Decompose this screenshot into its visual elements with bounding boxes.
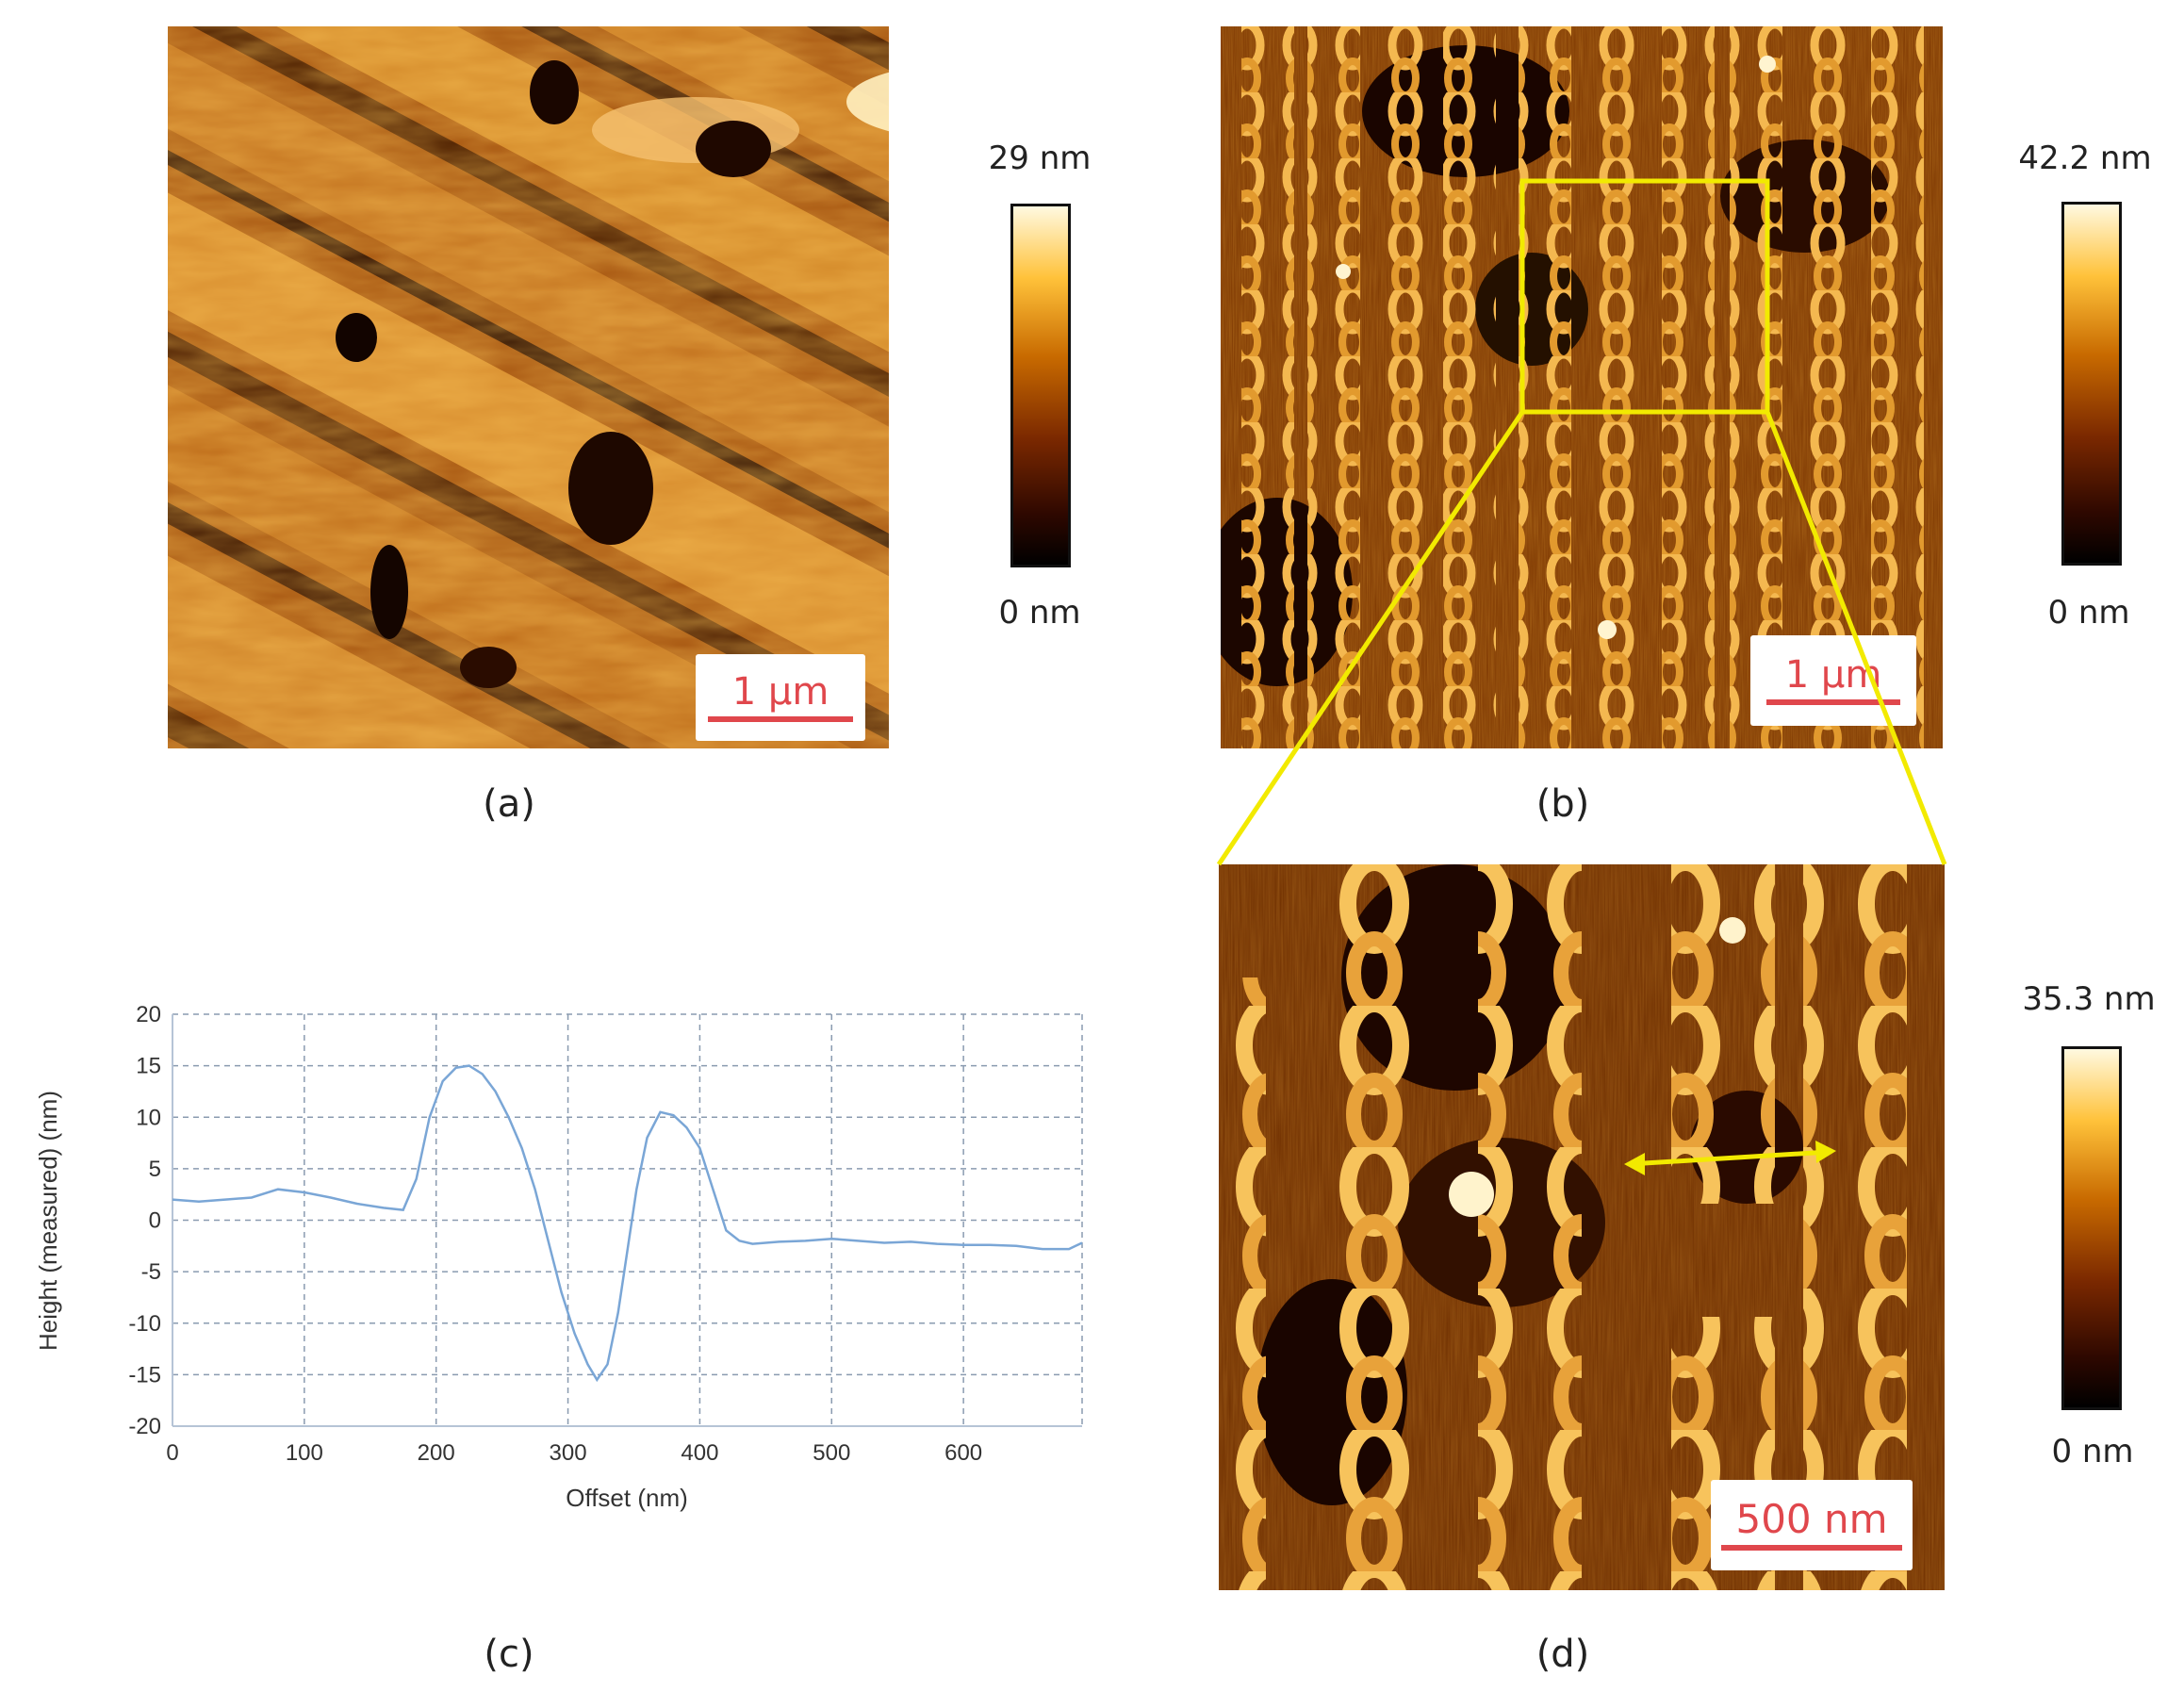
- scale-bar-label-a: 1 µm: [731, 670, 829, 714]
- scale-bar-label-b: 1 µm: [1784, 653, 1882, 697]
- x-tick-label: 300: [550, 1440, 587, 1466]
- height-profile-chart: 0 100 200 300 400 500 600 -20-15-10-505101520 …: [34, 1002, 1083, 1512]
- x-axis-label: Offset (nm): [566, 1484, 688, 1512]
- y-tick-label: -15: [128, 1362, 161, 1388]
- x-tick-label: 100: [286, 1440, 323, 1466]
- scale-bar-line-a: [708, 716, 853, 722]
- panel-label-a: (a): [483, 782, 535, 826]
- x-tick-labels: 0 100 200 300 400 500 600: [166, 1440, 982, 1466]
- y-tick-label: 10: [136, 1105, 161, 1130]
- y-tick-label: 0: [149, 1208, 161, 1234]
- chart-series: [172, 1064, 1083, 1383]
- y-tick-label: -10: [128, 1311, 161, 1337]
- x-tick-label: 200: [418, 1440, 455, 1466]
- afm-image-d: 500 nm: [1219, 864, 1945, 1590]
- scale-bar-d: 500 nm: [1711, 1480, 1913, 1570]
- colorbar-max-d: 35.3 nm: [2022, 980, 2156, 1018]
- x-tick-label: 0: [166, 1440, 178, 1466]
- y-tick-label: 15: [136, 1054, 161, 1079]
- afm-texture-a: [168, 26, 889, 748]
- height-profile-line: [172, 1064, 1083, 1383]
- y-tick-label: 5: [149, 1157, 161, 1182]
- colorbar-b: [2061, 202, 2122, 566]
- colorbar-min-d: 0 nm: [2051, 1433, 2134, 1470]
- scale-bar-line-b: [1766, 699, 1900, 705]
- panel-label-b: (b): [1535, 782, 1590, 826]
- colorbar-a: [1010, 204, 1071, 567]
- colorbar-min-a: 0 nm: [998, 594, 1081, 632]
- afm-texture-d: [1219, 864, 1945, 1590]
- chart-axes: [172, 1014, 1082, 1427]
- colorbar-d: [2061, 1046, 2122, 1410]
- y-tick-labels: -20 -15 -10 -5 0 5 10 15 20: [128, 1002, 161, 1439]
- chart-grid: [172, 1013, 1083, 1427]
- y-tick-label: 20: [136, 1002, 161, 1027]
- x-tick-label: 500: [813, 1440, 850, 1466]
- colorbar-min-b: 0 nm: [2047, 594, 2130, 632]
- scale-bar-b: 1 µm: [1750, 635, 1916, 726]
- x-tick-label: 600: [944, 1440, 982, 1466]
- scale-bar-line-d: [1721, 1545, 1902, 1551]
- scale-bar-label-d: 500 nm: [1735, 1496, 1888, 1542]
- y-axis-label: Height (measured) (nm): [34, 1091, 62, 1351]
- colorbar-max-a: 29 nm: [988, 140, 1092, 177]
- panel-label-c: (c): [484, 1633, 534, 1676]
- afm-image-a: 1 µm: [168, 26, 889, 748]
- colorbar-max-b: 42.2 nm: [2018, 140, 2152, 177]
- y-tick-label: -5: [141, 1259, 161, 1285]
- x-tick-label: 400: [681, 1440, 718, 1466]
- y-tick-label: -20: [128, 1414, 161, 1439]
- panel-label-d: (d): [1535, 1633, 1590, 1676]
- afm-image-b: 1 µm: [1221, 26, 1943, 748]
- scale-bar-a: 1 µm: [696, 654, 865, 741]
